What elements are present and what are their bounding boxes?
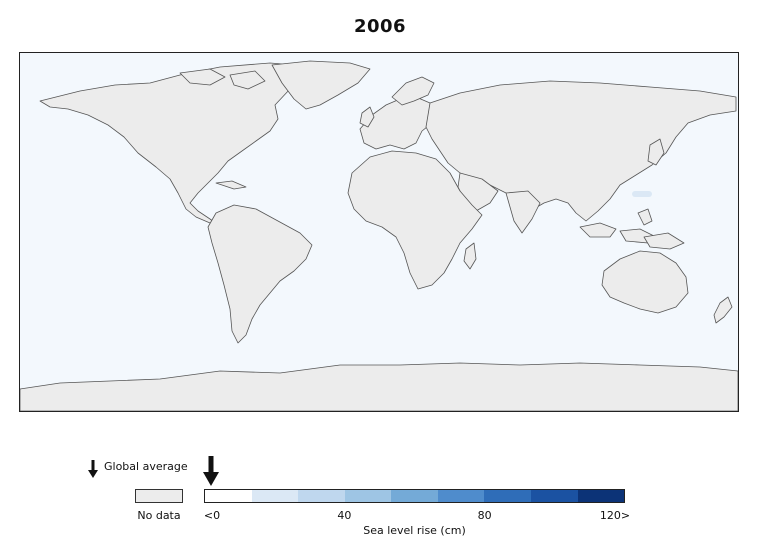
down-arrow-icon	[88, 460, 98, 478]
color-scale-segment	[577, 490, 625, 502]
color-scale-segment	[251, 490, 299, 502]
no-data-label: No data	[137, 509, 181, 522]
color-scale-tick-label: 120>	[599, 509, 631, 522]
greenland	[271, 60, 371, 110]
no-data-swatch	[135, 489, 183, 503]
south-america	[207, 204, 313, 344]
japan	[647, 138, 665, 166]
world-map	[19, 52, 739, 412]
color-scale-segment	[391, 490, 438, 502]
color-scale-tick-label: 80	[477, 509, 492, 522]
map-title: 2006	[353, 16, 407, 37]
caribbean	[215, 180, 247, 190]
australia	[601, 250, 689, 314]
north-america	[39, 62, 351, 226]
scandinavia	[391, 76, 435, 106]
color-scale-segment	[530, 490, 578, 502]
color-scale-title: Sea level rise (cm)	[363, 524, 466, 537]
world-map-svg	[20, 53, 738, 411]
india	[505, 190, 541, 234]
british-isles	[359, 106, 375, 128]
color-scale-segment	[205, 490, 252, 502]
global-average-marker-icon	[203, 456, 219, 486]
color-scale-bar	[204, 489, 625, 503]
africa	[347, 150, 483, 290]
color-scale-segment	[298, 490, 345, 502]
color-scale-tick-label: <0	[203, 509, 221, 522]
southeast-asia-islands	[579, 208, 657, 244]
antarctica	[20, 362, 738, 411]
color-scale-tick-label: 40	[337, 509, 352, 522]
new-guinea	[643, 232, 685, 250]
color-scale-segment	[484, 490, 531, 502]
color-scale-segment	[344, 490, 392, 502]
madagascar	[463, 242, 477, 270]
rise-highlight-patch	[632, 191, 652, 197]
arctic-islands	[179, 68, 266, 90]
global-average-label: Global average	[104, 460, 188, 473]
new-zealand	[713, 296, 733, 324]
color-scale-segment	[437, 490, 485, 502]
